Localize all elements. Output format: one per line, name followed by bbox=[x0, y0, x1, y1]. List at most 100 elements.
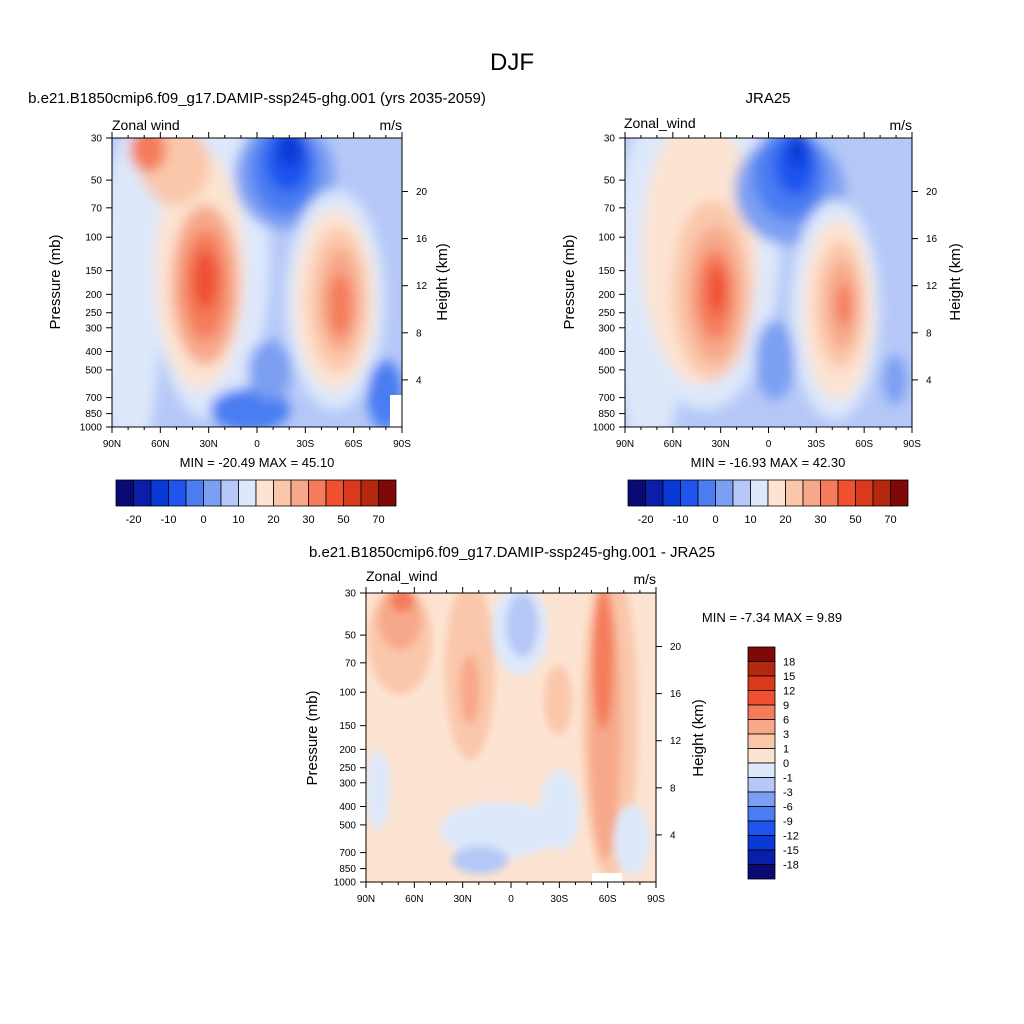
figure-title: DJF bbox=[490, 49, 534, 76]
y-tick-label: 300 bbox=[598, 323, 615, 334]
height-tick-label: 16 bbox=[416, 234, 428, 245]
y-tick-label: 700 bbox=[598, 393, 615, 404]
colorbar-label: -6 bbox=[783, 802, 793, 814]
colorbar-swatch bbox=[855, 479, 874, 507]
y-tick-label: 400 bbox=[598, 347, 615, 358]
y-tick-label: 70 bbox=[604, 203, 616, 214]
height-tick-label: 20 bbox=[670, 642, 682, 653]
y-tick-label: 250 bbox=[85, 308, 102, 319]
colorbar-swatch bbox=[255, 479, 274, 507]
colorbar-label: 9 bbox=[783, 700, 789, 712]
colorbar-label: 0 bbox=[200, 514, 206, 526]
y-tick-label: 700 bbox=[339, 848, 356, 859]
panel-model-colorbar: -20 -10 0 10 20 30 50 70 bbox=[115, 479, 397, 526]
panel-model-field bbox=[112, 138, 402, 427]
x-tick-label: 30S bbox=[807, 439, 825, 450]
colorbar-swatch bbox=[747, 646, 776, 662]
y-tick-label: 100 bbox=[85, 233, 102, 244]
colorbar-swatch bbox=[715, 479, 734, 507]
colorbar-swatch bbox=[747, 820, 776, 836]
panel-model-title: b.e21.B1850cmip6.f09_g17.DAMIP-ssp245-gh… bbox=[28, 90, 486, 107]
colorbar-swatch bbox=[325, 479, 344, 507]
colorbar-swatch bbox=[767, 479, 786, 507]
colorbar-swatch bbox=[802, 479, 821, 507]
x-tick-label: 30N bbox=[453, 894, 471, 905]
y-tick-label: 200 bbox=[339, 745, 356, 756]
height-tick-label: 8 bbox=[670, 783, 676, 794]
colorbar-swatch bbox=[185, 479, 204, 507]
height-tick-label: 4 bbox=[926, 375, 932, 386]
colorbar-label: 20 bbox=[267, 514, 279, 526]
x-tick-label: 60S bbox=[855, 439, 873, 450]
colorbar-label: 50 bbox=[337, 514, 349, 526]
height-tick-label: 8 bbox=[926, 328, 932, 339]
x-tick-label: 90N bbox=[103, 439, 121, 450]
colorbar-swatch bbox=[747, 661, 776, 677]
y-tick-label: 250 bbox=[339, 763, 356, 774]
x-tick-label: 90S bbox=[903, 439, 921, 450]
x-tick-label: 60S bbox=[345, 439, 363, 450]
colorbar-swatch bbox=[203, 479, 222, 507]
y-tick-label: 50 bbox=[91, 176, 103, 187]
colorbar-swatch bbox=[273, 479, 292, 507]
colorbar-swatch bbox=[750, 479, 769, 507]
colorbar-swatch bbox=[150, 479, 169, 507]
x-tick-label: 60N bbox=[664, 439, 682, 450]
colorbar-swatch bbox=[747, 719, 776, 735]
colorbar-swatch bbox=[747, 690, 776, 706]
panel-diff-colorbar: 18 15 12 9 6 3 1 0 -1 -3 -6 -9 -12 -15 -18 bbox=[747, 646, 799, 880]
colorbar-label: 20 bbox=[779, 514, 791, 526]
y-tick-label: 70 bbox=[91, 203, 103, 214]
y-tick-label: 50 bbox=[345, 631, 357, 642]
height-tick-label: 12 bbox=[670, 736, 682, 747]
height-tick-label: 8 bbox=[416, 328, 422, 339]
colorbar-swatch bbox=[115, 479, 134, 507]
panel-diff-field bbox=[366, 593, 656, 882]
x-tick-label: 30N bbox=[711, 439, 729, 450]
colorbar-swatch bbox=[747, 704, 776, 720]
x-tick-label: 0 bbox=[254, 439, 260, 450]
panel-obs-title: JRA25 bbox=[745, 90, 790, 107]
colorbar-label: 6 bbox=[783, 715, 789, 727]
colorbar-swatch bbox=[747, 762, 776, 778]
y-tick-label: 100 bbox=[598, 233, 615, 244]
colorbar-swatch bbox=[890, 479, 909, 507]
colorbar-label: -3 bbox=[783, 787, 793, 799]
panel-obs-units: m/s bbox=[889, 117, 912, 133]
panel-model-axes: 90N 60N 30N 0 30S 60S 90S 30 50 70 100 150 200 250 300… bbox=[80, 132, 428, 450]
x-tick-label: 90N bbox=[616, 439, 634, 450]
colorbar-label: 0 bbox=[712, 514, 718, 526]
panel-diff-units: m/s bbox=[633, 571, 656, 587]
colorbar-swatch bbox=[308, 479, 327, 507]
colorbar-label: -1 bbox=[783, 773, 793, 785]
panel-model-left-label: Zonal wind bbox=[112, 117, 180, 133]
colorbar-swatch bbox=[747, 733, 776, 749]
y-tick-label: 500 bbox=[85, 365, 102, 376]
panel-diff-ylabel-right: Height (km) bbox=[690, 699, 707, 777]
x-tick-label: 60N bbox=[151, 439, 169, 450]
y-tick-label: 850 bbox=[85, 409, 102, 420]
x-tick-label: 30N bbox=[199, 439, 217, 450]
panel-obs-ylabel-right: Height (km) bbox=[947, 243, 964, 321]
panel-diff-ylabel: Pressure (mb) bbox=[304, 690, 321, 785]
panel-model-ylabel: Pressure (mb) bbox=[47, 234, 64, 329]
y-tick-label: 250 bbox=[598, 308, 615, 319]
colorbar-swatch bbox=[732, 479, 751, 507]
colorbar-swatch bbox=[747, 864, 776, 880]
y-tick-label: 850 bbox=[598, 409, 615, 420]
panel-obs-field bbox=[625, 138, 912, 427]
y-tick-label: 200 bbox=[598, 290, 615, 301]
panel-obs-colorbar: -20 -10 0 10 20 30 50 70 bbox=[627, 479, 909, 526]
height-tick-label: 12 bbox=[416, 281, 428, 292]
panel-model: b.e21.B1850cmip6.f09_g17.DAMIP-ssp245-gh… bbox=[28, 90, 486, 526]
panel-obs-ylabel: Pressure (mb) bbox=[561, 234, 578, 329]
y-tick-label: 30 bbox=[345, 589, 357, 600]
colorbar-swatch bbox=[168, 479, 187, 507]
colorbar-swatch bbox=[747, 791, 776, 807]
panel-obs-axes: 90N 60N 30N 0 30S 60S 90S 30 50 70 100 150 200 250 300… bbox=[593, 132, 938, 450]
colorbar-label: 12 bbox=[783, 686, 795, 698]
panel-diff-title: b.e21.B1850cmip6.f09_g17.DAMIP-ssp245-gh… bbox=[309, 544, 715, 561]
colorbar-label: 70 bbox=[884, 514, 896, 526]
colorbar-swatch bbox=[238, 479, 257, 507]
y-tick-label: 1000 bbox=[80, 423, 103, 434]
